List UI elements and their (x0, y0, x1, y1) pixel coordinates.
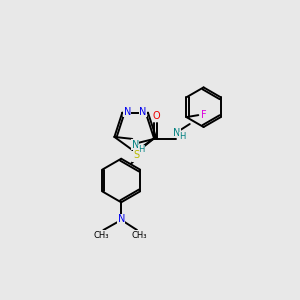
Text: S: S (133, 150, 139, 160)
Text: N: N (131, 140, 139, 150)
Text: H: H (138, 145, 144, 154)
Text: N: N (118, 214, 125, 224)
Text: O: O (152, 111, 160, 121)
Text: N: N (173, 128, 181, 138)
Text: S: S (132, 152, 138, 162)
Text: CH₃: CH₃ (94, 230, 109, 239)
Text: F: F (201, 110, 207, 120)
Text: N: N (139, 106, 147, 117)
Text: CH₃: CH₃ (131, 230, 147, 239)
Text: N: N (124, 106, 131, 117)
Text: H: H (180, 132, 186, 141)
